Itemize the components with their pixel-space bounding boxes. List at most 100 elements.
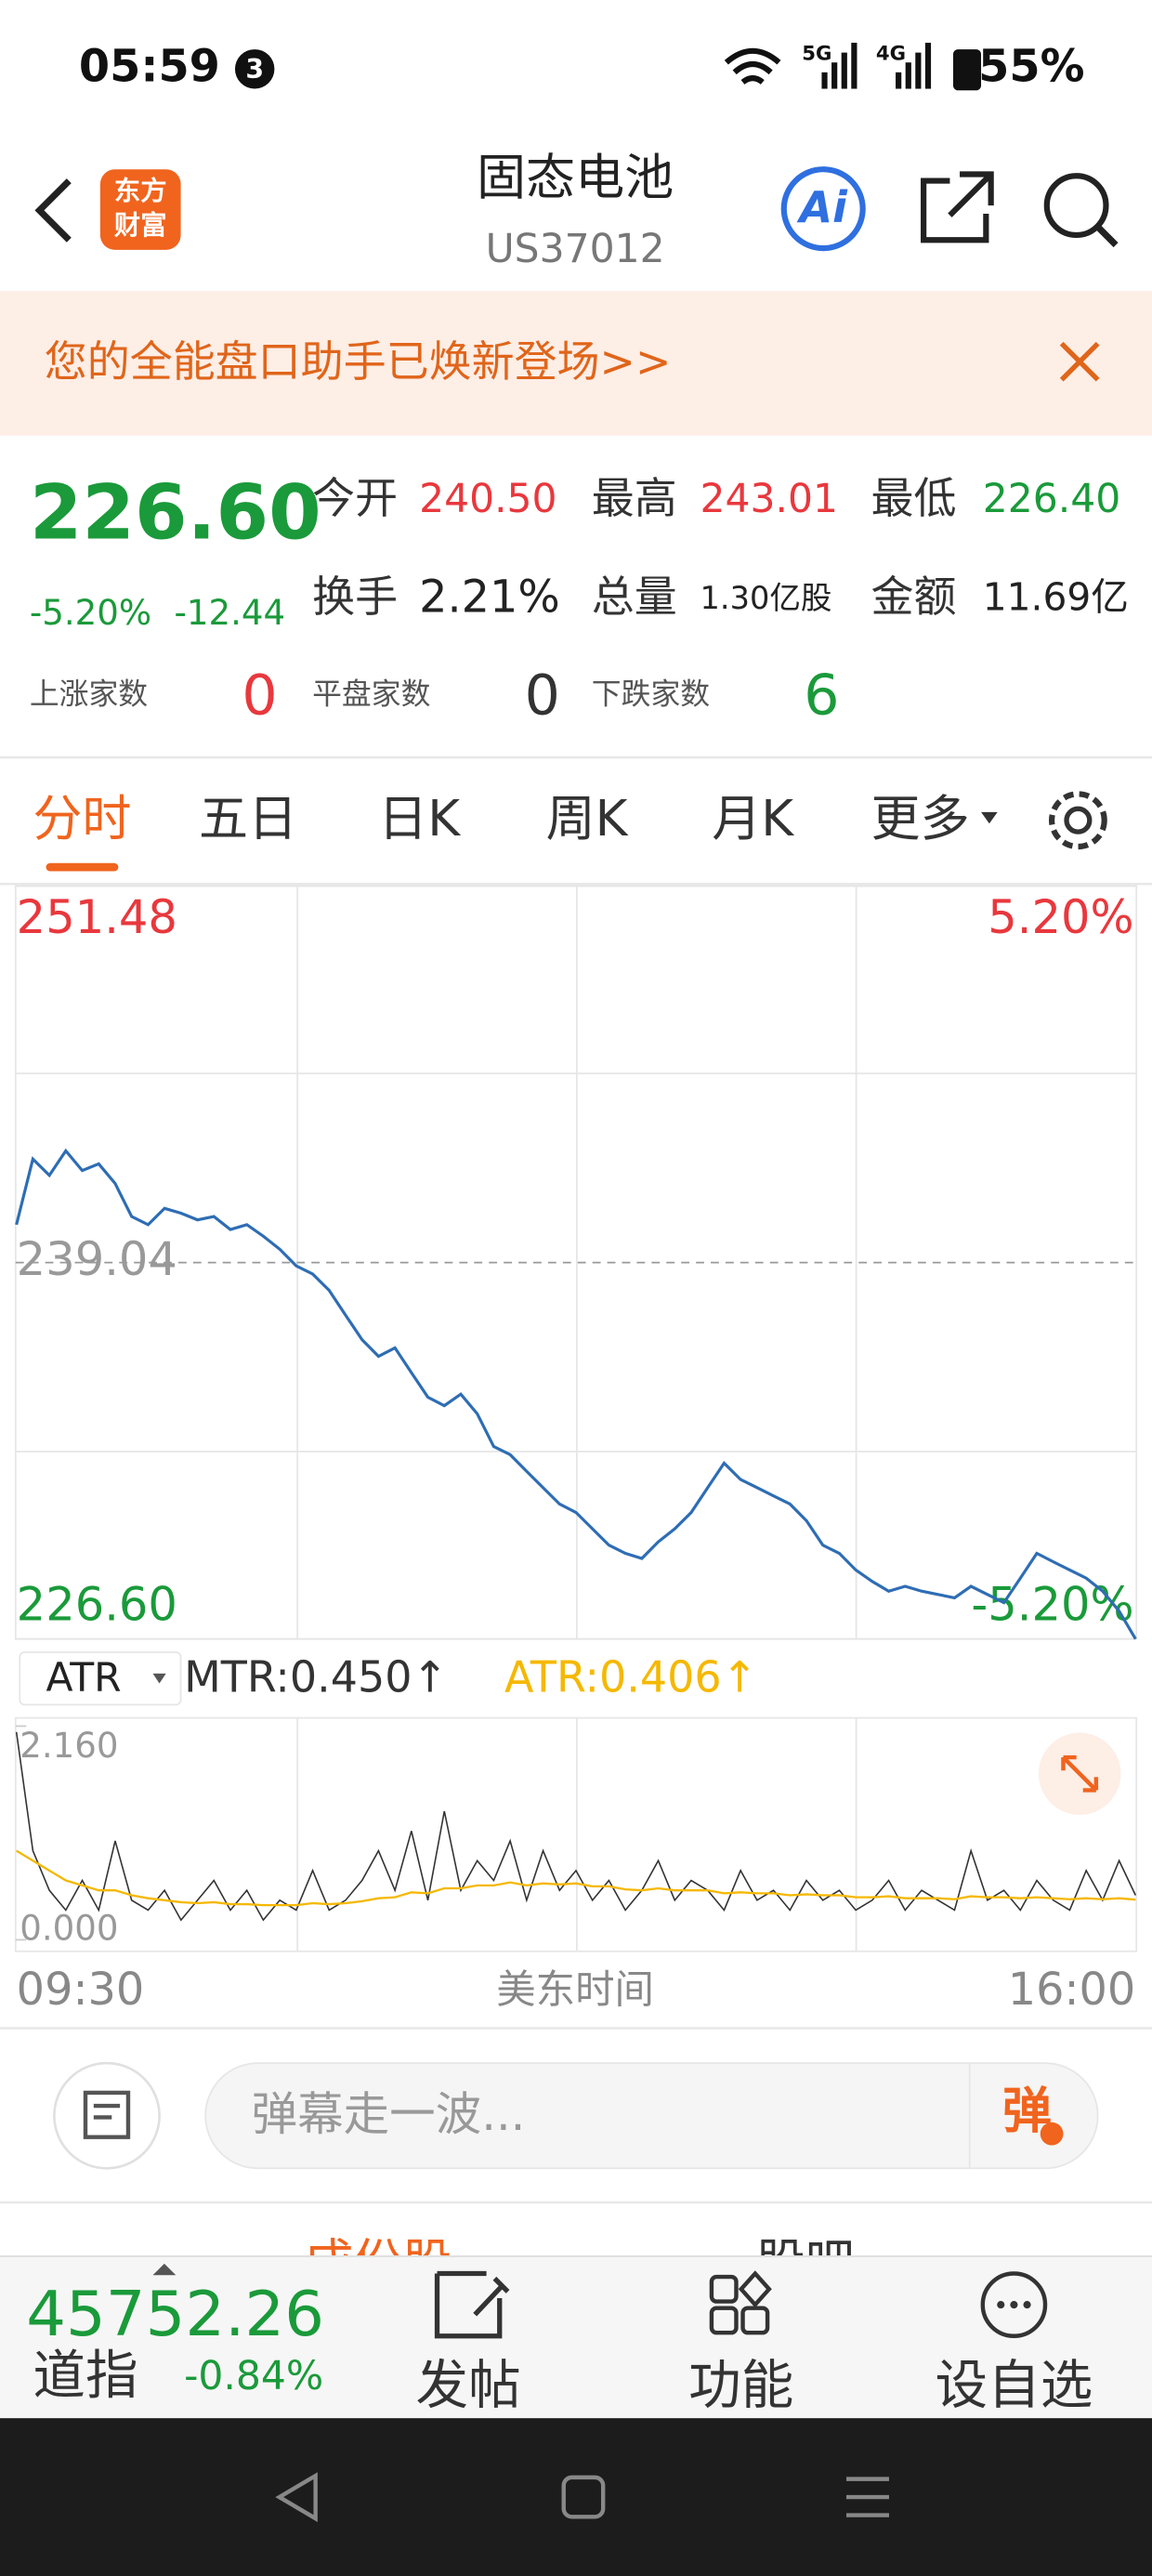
battery-level: 55% (978, 41, 1084, 92)
nav-back[interactable] (275, 2472, 318, 2522)
y2-tick-label: 5.20% (988, 890, 1133, 944)
network-label: 4G (876, 42, 906, 65)
time-end: 16:00 (1008, 1965, 1136, 2016)
comment-input[interactable] (204, 2062, 1099, 2170)
index-change[interactable]: -0.84% (184, 2354, 323, 2399)
dropdown-arrow (981, 811, 998, 824)
tab-active[interactable]: 分时 (33, 790, 131, 848)
back-button[interactable] (34, 178, 72, 243)
field-label: 最高 (592, 473, 677, 523)
system-nav-bar (0, 2418, 1152, 2576)
status-time: 05:59 (79, 41, 220, 92)
share-button[interactable] (921, 171, 994, 243)
banner[interactable] (0, 291, 1152, 436)
post-icon[interactable] (434, 2270, 510, 2339)
ai-label[interactable]: Ai (797, 182, 849, 232)
divider (0, 2027, 1152, 2030)
price-chart: 226.60 239.04 251.48 -5.20% 5.20% (15, 885, 1137, 1640)
last-price: 226.60 (30, 469, 321, 558)
index-name[interactable]: 道指 (33, 2345, 137, 2406)
field-value: 11.69亿 (983, 575, 1129, 620)
add-watchlist-button[interactable]: 设自选 (936, 2355, 1093, 2416)
wifi-icon (724, 47, 781, 85)
divider (0, 2201, 1152, 2204)
field-label: 今开 (312, 473, 398, 523)
ai-button[interactable] (780, 166, 866, 252)
change-pct: -5.20% (30, 593, 151, 633)
tab[interactable]: 周K (546, 790, 629, 848)
app-logo (99, 169, 181, 250)
line (15, 1148, 1137, 1640)
signal-icon (821, 42, 857, 89)
field-value: 240.50 (419, 477, 556, 522)
field-label: 总量 (592, 572, 677, 622)
dropdown-arrow (152, 1673, 166, 1684)
stock-code: US37012 (486, 227, 665, 272)
count-value: 0 (242, 663, 277, 728)
divider (0, 2255, 1152, 2257)
y-tick-label: 2.160 (20, 1726, 118, 1766)
banner-close[interactable] (1059, 341, 1100, 382)
logo-text: 东方 (114, 176, 167, 206)
stock-title: 固态电池 (477, 149, 674, 206)
tab[interactable]: 日K (378, 790, 461, 848)
send-badge (1040, 2122, 1064, 2146)
field-value: 226.40 (983, 477, 1120, 522)
settings-button[interactable] (1049, 791, 1107, 850)
y-tick-label: 239.04 (17, 1232, 177, 1286)
function-icon[interactable] (709, 2270, 772, 2335)
signal-icon (896, 42, 932, 89)
search-button[interactable] (1043, 173, 1119, 248)
atr-chart: 0.000 2.160 (15, 1725, 1137, 1948)
logo-text: 财富 (114, 210, 167, 241)
atr-chart-frame (14, 1716, 1138, 1952)
bottom-bar (0, 2255, 1152, 2419)
field-label: 换手 (312, 572, 398, 622)
nav-home[interactable] (561, 2475, 606, 2519)
expand-arrow[interactable] (152, 2263, 177, 2276)
tab[interactable]: 更多 (871, 790, 970, 848)
add-watchlist-icon[interactable] (980, 2271, 1048, 2338)
expand-button[interactable] (1038, 1732, 1121, 1815)
tab[interactable]: 五日 (199, 790, 297, 848)
count-label: 平盘家数 (312, 676, 430, 711)
legend-entry: MTR:0.450↑ (184, 1651, 448, 1702)
change-amount: -12.44 (175, 593, 286, 633)
divider (0, 882, 1152, 886)
indicator-name[interactable]: ATR (46, 1655, 122, 1701)
function-button[interactable]: 功能 (688, 2355, 793, 2416)
y-tick-label: 226.60 (17, 1578, 177, 1632)
battery-icon (952, 49, 982, 91)
count-label: 下跌家数 (592, 676, 710, 711)
legend-entry: ATR:0.406↑ (504, 1651, 757, 1702)
time-start: 09:30 (17, 1965, 145, 2016)
line (16, 1849, 1136, 1907)
post-button[interactable]: 发帖 (416, 2355, 521, 2416)
y-tick-label: 251.48 (17, 890, 177, 944)
notification-badge (234, 49, 275, 89)
field-value: 1.30亿股 (700, 580, 832, 616)
field-value: 243.01 (700, 477, 838, 522)
index-value[interactable]: 45752.26 (26, 2278, 324, 2350)
count-label: 上涨家数 (30, 676, 148, 711)
barrage-settings-icon (83, 2090, 131, 2139)
y-tick-label: 0.000 (20, 1908, 118, 1948)
banner-text[interactable]: 您的全能盘口助手已焕新登场>> (45, 336, 672, 387)
network-label: 5G (802, 42, 831, 65)
tab[interactable]: 月K (712, 790, 794, 848)
badge-count: 3 (245, 54, 264, 85)
time-zone-label: 美东时间 (496, 1968, 654, 2014)
y2-tick-label: -5.20% (971, 1578, 1133, 1632)
divider (0, 756, 1152, 759)
indicator-selector[interactable] (19, 1650, 182, 1706)
comment-placeholder[interactable]: 弹幕走一波... (252, 2087, 526, 2141)
count-value: 6 (804, 663, 839, 728)
field-value: 2.21% (419, 572, 560, 624)
line (15, 1731, 1137, 1922)
count-value: 0 (525, 663, 560, 728)
field-label: 最低 (871, 473, 957, 523)
nav-recents[interactable] (845, 2477, 889, 2517)
field-label: 金额 (871, 572, 957, 622)
